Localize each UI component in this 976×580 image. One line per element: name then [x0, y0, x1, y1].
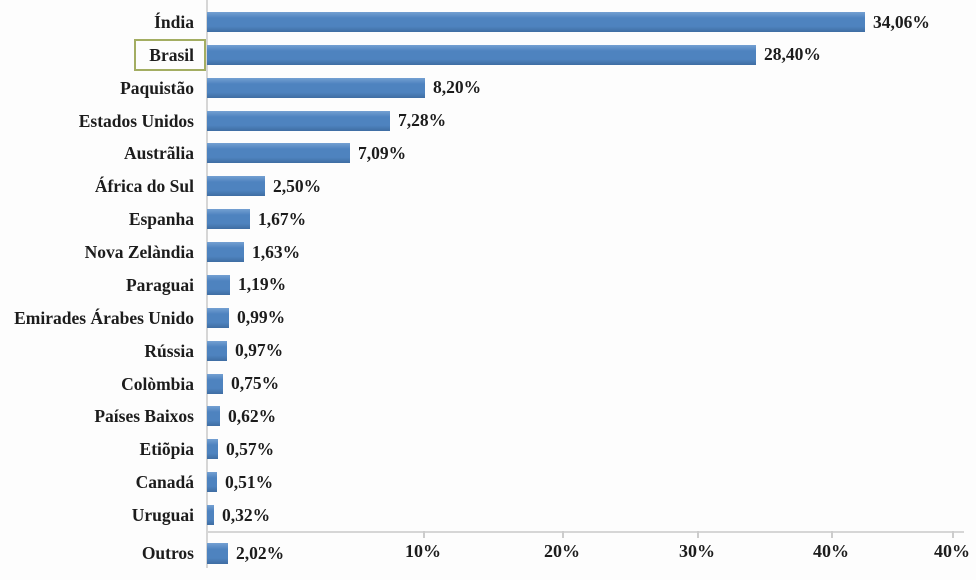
bar: [207, 209, 250, 230]
bar: [207, 307, 229, 328]
chart-row: África do Sul 2,50%: [0, 170, 976, 203]
category-label-text: Índia: [154, 11, 194, 32]
category-label: Espanha: [0, 209, 200, 229]
value-label: 0,99%: [237, 307, 286, 328]
category-label-text: Emirades Árabes Unido: [14, 307, 194, 328]
chart-row: Etiõpia 0,57%: [0, 433, 976, 466]
chart-row: Outros 2,02%: [0, 540, 976, 566]
value-label: 1,63%: [252, 241, 301, 262]
chart-row: Índia 34,06%: [0, 6, 976, 39]
category-label-text: Países Baixos: [94, 406, 194, 427]
value-label: 8,20%: [433, 77, 482, 98]
category-label-text: Etiõpia: [139, 439, 194, 460]
x-tick-mark: [697, 531, 699, 538]
category-label: Etiõpia: [0, 439, 200, 459]
chart-row: Paraguai 1,19%: [0, 268, 976, 301]
category-label: Brasil: [0, 38, 206, 71]
bar: [207, 505, 214, 526]
bar: [207, 176, 265, 197]
category-label: Emirades Árabes Unido: [0, 308, 200, 328]
chart-row: Paquistão 8,20%: [0, 71, 976, 104]
value-label: 28,40%: [764, 44, 821, 65]
value-label: 0,32%: [222, 504, 271, 525]
chart-row: Nova Zelàndia 1,63%: [0, 236, 976, 269]
x-tick-mark: [952, 531, 954, 538]
category-label: Paraguai: [0, 275, 200, 295]
category-label-text: Nova Zelàndia: [84, 242, 194, 263]
highlighted-category-box: Brasil: [134, 38, 206, 71]
value-label: 0,97%: [235, 340, 284, 361]
category-label: Uruguai: [0, 505, 200, 525]
x-tick-label: 10%: [405, 541, 441, 561]
category-label: Outros: [0, 543, 200, 563]
value-label: 0,62%: [228, 405, 277, 426]
value-label: 7,28%: [398, 110, 447, 131]
category-label-text: África do Sul: [94, 176, 194, 197]
bar: [207, 542, 228, 564]
category-label-text: Canadá: [135, 472, 194, 493]
bar: [207, 77, 425, 98]
category-label: Paquistão: [0, 78, 200, 98]
x-tick-mark: [423, 531, 425, 538]
bar: [207, 12, 865, 32]
category-label: Colòmbia: [0, 374, 200, 394]
value-label: 2,50%: [273, 175, 322, 196]
chart-row: Uruguai 0,32%: [0, 499, 976, 532]
chart-row: Emirades Árabes Unido 0,99%: [0, 301, 976, 334]
category-label-text: Outros: [141, 542, 194, 563]
category-label-text: Austrãlia: [124, 143, 194, 164]
value-label: 0,51%: [225, 471, 274, 492]
x-tick-label: 40%: [934, 541, 970, 561]
category-label: Países Baixos: [0, 406, 200, 426]
category-label-text: Estados Unidos: [78, 110, 194, 131]
x-tick-label: 30%: [679, 541, 715, 561]
x-tick-label: 40%: [813, 541, 849, 561]
value-label: 0,57%: [226, 438, 275, 459]
chart-row: Canadá 0,51%: [0, 466, 976, 499]
chart-row: Brasil 28,40%: [0, 38, 976, 71]
value-label: 0,75%: [231, 373, 280, 394]
x-tick-mark: [562, 531, 564, 538]
chart-row: Países Baixos 0,62%: [0, 400, 976, 433]
category-label: Canadá: [0, 472, 200, 492]
bar: [207, 406, 220, 427]
bar: [207, 472, 217, 493]
category-label: África do Sul: [0, 176, 200, 196]
category-label-text: Rússia: [144, 340, 194, 361]
bar: [207, 143, 350, 164]
value-label: 34,06%: [873, 11, 930, 32]
category-label-text: Paraguai: [125, 274, 194, 295]
x-tick-mark: [831, 531, 833, 538]
bar: [207, 373, 223, 394]
category-label: Austrãlia: [0, 143, 200, 163]
category-label: Rússia: [0, 341, 200, 361]
x-tick-label: 20%: [544, 541, 580, 561]
category-label-text: Paquistão: [120, 77, 194, 98]
bar: [207, 274, 230, 295]
bar: [207, 242, 244, 263]
category-label: Nova Zelàndia: [0, 242, 200, 262]
value-label: 1,19%: [238, 274, 287, 295]
category-label: Índia: [0, 12, 200, 32]
chart-row: Espanha 1,67%: [0, 203, 976, 236]
chart-row: Rússia 0,97%: [0, 334, 976, 367]
chart-row: Austrãlia 7,09%: [0, 137, 976, 170]
bar: [207, 110, 390, 131]
value-label: 1,67%: [258, 208, 307, 229]
bar: [207, 340, 227, 361]
chart-row: Estados Unidos 7,28%: [0, 104, 976, 137]
value-label: 7,09%: [358, 142, 407, 163]
category-label-text: Espanha: [128, 209, 194, 230]
value-label: 2,02%: [236, 542, 285, 563]
y-axis-line: [206, 0, 208, 568]
x-axis-line: [206, 531, 964, 533]
category-label: Estados Unidos: [0, 111, 200, 131]
category-label-text: Colòmbia: [121, 373, 194, 394]
bar: [207, 44, 756, 65]
bar: [207, 439, 218, 460]
chart-row: Colòmbia 0,75%: [0, 367, 976, 400]
category-label-text: Uruguai: [131, 504, 194, 525]
